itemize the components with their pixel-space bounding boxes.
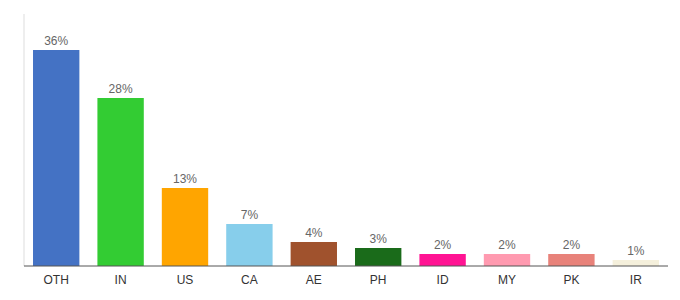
chart: OTH IN US CA AE PH ID MY PK IR 36% 28% 13% 7% 4% 3% 2% 2%…	[0, 0, 680, 300]
bar	[291, 242, 337, 266]
bar	[33, 50, 79, 266]
x-tick-label: AE	[306, 273, 322, 287]
bar	[97, 98, 143, 266]
x-tick-label: ID	[437, 273, 449, 287]
chart-container: OTH IN US CA AE PH ID MY PK IR 36% 28% 13% 7% 4% 3% 2% 2%…	[0, 0, 680, 300]
bar	[355, 248, 401, 266]
data-label: 2%	[434, 238, 452, 252]
x-tick-label: US	[177, 273, 194, 287]
bar	[419, 254, 465, 266]
bars	[33, 50, 659, 266]
bar	[226, 224, 272, 266]
x-tick-label: MY	[498, 273, 516, 287]
x-tick-label: OTH	[44, 273, 69, 287]
x-tick-label: CA	[241, 273, 258, 287]
x-tick-label: IR	[630, 273, 642, 287]
bar	[162, 188, 208, 266]
y-axis	[24, 14, 25, 266]
bar	[484, 254, 530, 266]
data-label: 13%	[173, 172, 197, 186]
data-label: 7%	[241, 208, 259, 222]
x-tick-label: PH	[370, 273, 387, 287]
data-label: 28%	[109, 82, 133, 96]
x-tick-label: PK	[563, 273, 579, 287]
data-label: 2%	[498, 238, 516, 252]
data-label: 3%	[370, 232, 388, 246]
bar	[548, 254, 594, 266]
x-axis	[24, 266, 668, 267]
data-label: 36%	[44, 34, 68, 48]
bar	[613, 260, 659, 266]
data-label: 1%	[627, 244, 645, 258]
data-label: 2%	[563, 238, 581, 252]
data-label: 4%	[305, 226, 323, 240]
x-tick-label: IN	[115, 273, 127, 287]
